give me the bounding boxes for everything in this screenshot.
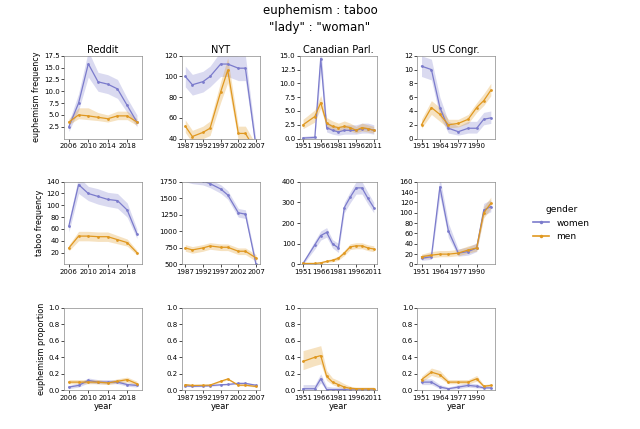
Title: NYT: NYT <box>211 45 230 55</box>
Legend: women, men: women, men <box>533 205 589 241</box>
Title: Canadian Parl.: Canadian Parl. <box>303 45 374 55</box>
Y-axis label: taboo frequency: taboo frequency <box>35 190 44 256</box>
X-axis label: year: year <box>447 402 465 411</box>
Text: euphemism : taboo
"lady" : "woman": euphemism : taboo "lady" : "woman" <box>262 4 378 34</box>
X-axis label: year: year <box>329 402 348 411</box>
Y-axis label: euphemism proportion: euphemism proportion <box>37 303 46 395</box>
Title: US Congr.: US Congr. <box>433 45 480 55</box>
Title: Reddit: Reddit <box>87 45 118 55</box>
Y-axis label: euphemism frequency: euphemism frequency <box>32 52 42 142</box>
X-axis label: year: year <box>211 402 230 411</box>
X-axis label: year: year <box>93 402 113 411</box>
